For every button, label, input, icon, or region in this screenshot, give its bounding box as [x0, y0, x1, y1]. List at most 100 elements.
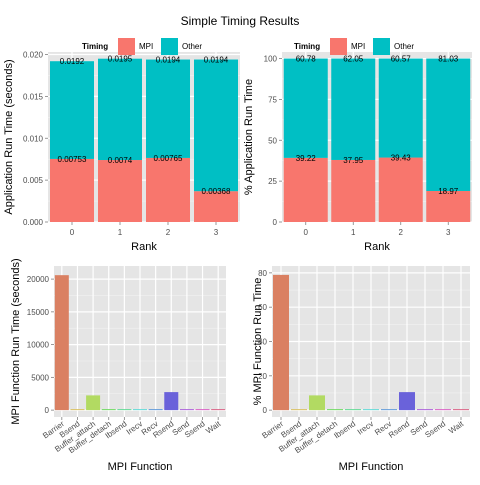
- x-tick-label: Wait: [204, 419, 223, 436]
- x-tick-label: Ssend: [423, 419, 447, 439]
- y-tick-label: 50: [268, 136, 277, 145]
- legend: Timing MPI Other: [82, 38, 202, 55]
- data-label-other: 0.0194: [204, 56, 229, 65]
- legend: Timing MPI Other: [294, 38, 414, 55]
- x-tick-label: 1: [118, 228, 123, 237]
- bar-other: [331, 58, 376, 160]
- y-tick-label: 20: [258, 372, 267, 381]
- y-tick-label: 0.010: [23, 134, 44, 143]
- y-tick-label: 40: [258, 338, 267, 347]
- bar-mpi: [194, 191, 238, 222]
- y-axis-title: % Application Run Time: [243, 79, 255, 195]
- bar-function: [381, 409, 397, 411]
- y-tick-label: 80: [258, 269, 267, 278]
- legend-swatch-other: [161, 38, 178, 55]
- bar-function: [273, 274, 289, 411]
- x-tick-label: 0: [70, 228, 75, 237]
- bar-mpi: [50, 158, 94, 222]
- data-label-mpi: 0.0074: [108, 156, 133, 165]
- bar-function: [179, 409, 194, 411]
- y-tick-label: 0: [45, 406, 50, 415]
- figure-title: Simple Timing Results: [181, 14, 300, 28]
- bar-mpi: [146, 157, 190, 222]
- y-tick-label: 0.015: [23, 92, 44, 101]
- bar-mpi: [426, 190, 471, 222]
- bar-function: [101, 409, 116, 411]
- data-label-other: 60.57: [391, 55, 412, 64]
- bar-function: [164, 392, 179, 411]
- x-axis-title: Rank: [364, 241, 390, 253]
- bar-mpi: [283, 157, 328, 222]
- legend-label-other: Other: [394, 42, 414, 51]
- x-tick-label: Rsend: [387, 419, 411, 440]
- bar-function: [327, 409, 343, 411]
- chart-0: 0.000 0.005 0.010 0.015 0.020 0.00753 0.0192 0.…: [3, 38, 240, 253]
- bar-function: [211, 409, 226, 411]
- data-label-mpi: 0.00765: [154, 154, 183, 163]
- y-tick-label: 0.005: [23, 176, 44, 185]
- data-label-other: 60.78: [296, 55, 317, 64]
- data-label-other: 81.03: [438, 55, 459, 64]
- data-label-other: 0.0192: [60, 57, 85, 66]
- bar-mpi: [98, 160, 142, 222]
- bar-mpi: [331, 159, 376, 222]
- x-tick-label: Irecv: [356, 419, 375, 436]
- data-label-other: 62.05: [343, 55, 364, 64]
- y-tick-label: 15000: [27, 308, 50, 317]
- bar-other: [194, 59, 238, 192]
- bar-function: [117, 409, 132, 411]
- bar-function: [195, 409, 210, 411]
- data-label-mpi: 0.00753: [58, 155, 87, 164]
- data-label-mpi: 37.95: [343, 156, 364, 165]
- legend-title: Timing: [294, 42, 320, 51]
- legend-title: Timing: [82, 42, 108, 51]
- y-tick-label: 0: [273, 218, 278, 227]
- x-axis-title: Rank: [131, 241, 157, 253]
- bar-other: [426, 58, 471, 191]
- y-tick-label: 60: [258, 303, 267, 312]
- legend-label-mpi: MPI: [351, 42, 365, 51]
- chart-2: 05000100001500020000BarrierBsendBuffer_a…: [10, 258, 226, 473]
- data-label-other: 0.0195: [108, 55, 133, 64]
- bar-function: [453, 409, 469, 411]
- x-tick-label: 2: [166, 228, 171, 237]
- y-tick-label: 5000: [31, 373, 49, 382]
- legend-swatch-other: [373, 38, 390, 55]
- bar-function: [70, 409, 85, 411]
- y-tick-label: 0: [263, 406, 268, 415]
- y-tick-label: 20000: [27, 275, 50, 284]
- legend-swatch-mpi: [118, 38, 135, 55]
- bar-function: [54, 275, 69, 411]
- legend-label-mpi: MPI: [139, 42, 153, 51]
- x-axis-title: MPI Function: [108, 461, 173, 473]
- bar-other: [378, 58, 423, 158]
- bar-function: [399, 392, 415, 411]
- y-axis-title: MPI Function Run Time (seconds): [10, 258, 22, 424]
- bar-other: [50, 61, 94, 159]
- y-tick-label: 0.000: [23, 218, 44, 227]
- y-tick-label: 100: [264, 55, 278, 64]
- x-tick-label: 3: [446, 228, 451, 237]
- x-tick-label: 0: [304, 228, 309, 237]
- y-tick-label: 75: [268, 95, 277, 104]
- data-label-mpi: 0.00368: [202, 187, 231, 196]
- bar-function: [86, 395, 101, 411]
- bar-function: [309, 395, 325, 411]
- bar-other: [146, 59, 190, 158]
- bar-function: [345, 409, 361, 411]
- bar-function: [363, 409, 379, 411]
- bar-function: [291, 409, 307, 411]
- data-label-other: 0.0194: [156, 56, 181, 65]
- x-tick-label: Wait: [447, 419, 466, 436]
- x-axis-title: MPI Function: [339, 461, 404, 473]
- y-axis-title: % MPI Function Run Time: [252, 278, 264, 406]
- y-tick-label: 10000: [27, 341, 50, 350]
- bar-function: [435, 409, 451, 411]
- x-tick-label: 2: [399, 228, 404, 237]
- bar-mpi: [378, 157, 423, 222]
- bar-function: [148, 409, 163, 411]
- bar-function: [133, 409, 147, 411]
- data-label-mpi: 39.43: [391, 154, 412, 163]
- charts: 0.000 0.005 0.010 0.015 0.020 0.00753 0.0192 0.…: [3, 38, 472, 473]
